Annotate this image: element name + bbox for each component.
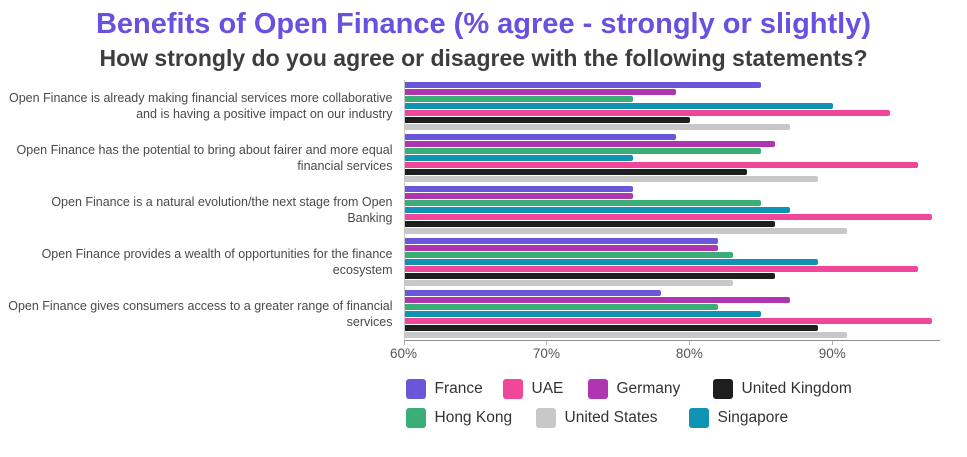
bar-germany	[404, 192, 633, 199]
category-labels-column: Open Finance is already making financial…	[4, 80, 404, 341]
legend-label: UAE	[531, 380, 564, 397]
legend-swatch	[405, 379, 426, 399]
category-label: Open Finance provides a wealth of opport…	[41, 246, 393, 278]
bar-group	[404, 80, 940, 132]
legend-item-germany: Germany	[587, 379, 713, 399]
bar-uae	[404, 110, 890, 117]
bar-singapore	[404, 310, 762, 317]
tick-label: 80%	[675, 346, 703, 361]
bar-hong-kong	[404, 251, 733, 258]
bar-france	[404, 81, 762, 88]
bar-united-states	[404, 124, 790, 131]
chart-subtitle: How strongly do you agree or disagree wi…	[99, 45, 868, 71]
tick-mark	[546, 341, 548, 345]
bar-united-kingdom	[404, 273, 776, 280]
bar-group	[404, 236, 940, 288]
legend-swatch	[688, 408, 709, 428]
category-label: Open Finance is already making financial…	[8, 90, 393, 122]
bar-uae	[404, 318, 933, 325]
bar-united-states	[404, 332, 847, 339]
bar-group	[404, 184, 940, 236]
bar-group	[404, 288, 940, 340]
tick-label: 70%	[532, 346, 560, 361]
tick-label: 90%	[818, 346, 846, 361]
bar-hong-kong	[404, 199, 762, 206]
legend-label: Hong Kong	[434, 409, 513, 426]
legend-swatch	[405, 408, 426, 428]
bar-united-kingdom	[404, 169, 747, 176]
legend-label: Singapore	[717, 409, 789, 426]
bar-germany	[404, 296, 790, 303]
legend-item-france: France	[405, 379, 503, 399]
bar-germany	[404, 140, 776, 147]
plot-area	[403, 80, 940, 341]
legend-item-united-states: United States	[535, 408, 689, 428]
legend-swatch	[587, 379, 608, 399]
bar-hong-kong	[404, 147, 762, 154]
bar-hong-kong	[404, 95, 633, 102]
legend-row: France UAE Germany United Kingdom	[405, 379, 964, 399]
tick-mark	[832, 341, 834, 345]
legend-label: United States	[564, 409, 658, 426]
bar-germany	[404, 88, 676, 95]
legend-swatch	[712, 379, 733, 399]
bar-france	[404, 237, 719, 244]
legend-item-singapore: Singapore	[688, 408, 789, 428]
bar-united-kingdom	[404, 221, 776, 228]
bar-united-states	[404, 228, 847, 235]
bar-uae	[404, 266, 919, 273]
bar-hong-kong	[404, 303, 719, 310]
bar-france	[404, 185, 633, 192]
bar-united-states	[404, 176, 819, 183]
bar-singapore	[404, 206, 790, 213]
category-label: Open Finance has the potential to bring …	[16, 142, 393, 174]
bar-singapore	[404, 154, 633, 161]
legend-swatch	[535, 408, 556, 428]
legend-row: Hong Kong United States Singapore	[405, 408, 964, 428]
legend-item-uae: UAE	[502, 379, 588, 399]
bar-uae	[404, 162, 919, 169]
legend-item-united-kingdom: United Kingdom	[712, 379, 852, 399]
bar-chart: Open Finance is already making financial…	[4, 80, 964, 428]
bar-united-kingdom	[404, 325, 819, 332]
x-axis: 60% 70% 80% 90%	[390, 341, 940, 369]
bar-france	[404, 289, 662, 296]
legend: France UAE Germany United Kingdom Hong Kong U…	[405, 379, 964, 428]
tick-label: 60%	[389, 346, 418, 361]
category-label: Open Finance is a natural evolution/the …	[51, 194, 393, 226]
legend-item-hong-kong: Hong Kong	[405, 408, 536, 428]
legend-label: Germany	[616, 380, 681, 397]
bar-uae	[404, 214, 933, 221]
bar-group	[404, 132, 940, 184]
bar-germany	[404, 244, 719, 251]
chart-body: Open Finance is already making financial…	[4, 80, 964, 341]
legend-label: United Kingdom	[741, 380, 852, 397]
chart-title: Benefits of Open Finance (% agree - stro…	[95, 8, 872, 40]
category-label: Open Finance gives consumers access to a…	[8, 298, 393, 330]
tick-mark	[689, 341, 691, 345]
tick-mark	[403, 341, 405, 345]
bar-singapore	[404, 102, 833, 109]
bar-united-kingdom	[404, 117, 690, 124]
legend-label: France	[434, 380, 483, 397]
legend-swatch	[502, 379, 523, 399]
bar-singapore	[404, 258, 819, 265]
bar-france	[404, 133, 676, 140]
bar-united-states	[404, 280, 733, 287]
